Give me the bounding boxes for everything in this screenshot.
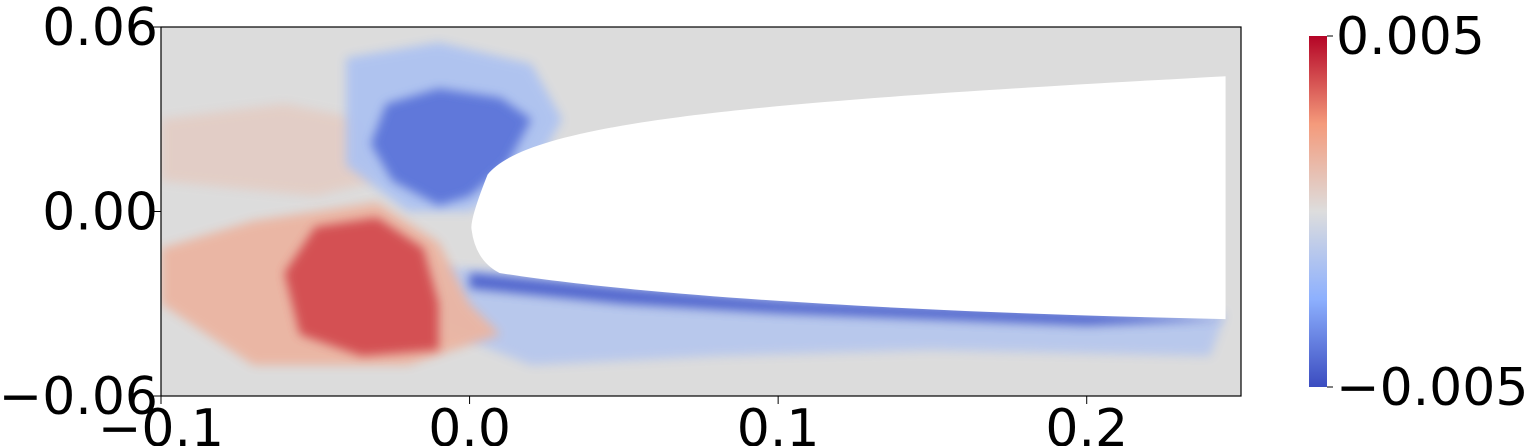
plot-area bbox=[160, 26, 1242, 397]
colorbar: 0.005 −0.005 bbox=[1309, 7, 1528, 418]
y-axis-ticks: 0.06 0.00 −0.06 bbox=[0, 0, 161, 427]
y-tick-label: 0.00 bbox=[42, 183, 158, 243]
colorbar-ticks: 0.005 −0.005 bbox=[1327, 7, 1528, 418]
y-tick-label: −0.06 bbox=[0, 367, 158, 427]
region-positive-lower-leading-edge bbox=[284, 217, 439, 357]
x-axis-ticks: −0.1 0.0 0.1 0.2 bbox=[98, 396, 1128, 446]
x-tick-label: 0.2 bbox=[1045, 399, 1128, 446]
x-tick-label: 0.0 bbox=[428, 399, 511, 446]
x-tick-label: −0.1 bbox=[98, 399, 224, 446]
airfoil-body bbox=[471, 76, 1226, 320]
y-tick-label: 0.06 bbox=[42, 0, 158, 58]
colorbar-gradient bbox=[1309, 36, 1327, 387]
colorbar-tick-label: 0.005 bbox=[1336, 7, 1485, 67]
colorbar-tick-label: −0.005 bbox=[1336, 358, 1528, 418]
region-positive-upper-faint bbox=[161, 103, 377, 197]
x-tick-label: 0.1 bbox=[737, 399, 820, 446]
